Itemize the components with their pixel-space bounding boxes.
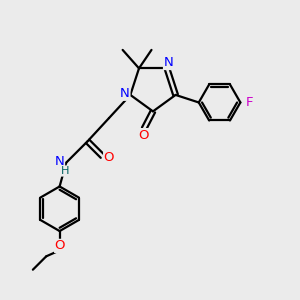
Text: F: F — [246, 96, 253, 109]
Text: N: N — [120, 87, 130, 100]
Text: O: O — [55, 239, 65, 252]
Text: N: N — [164, 56, 173, 70]
Text: H: H — [61, 166, 70, 176]
Text: N: N — [55, 155, 64, 168]
Text: O: O — [104, 151, 114, 164]
Text: O: O — [138, 129, 149, 142]
